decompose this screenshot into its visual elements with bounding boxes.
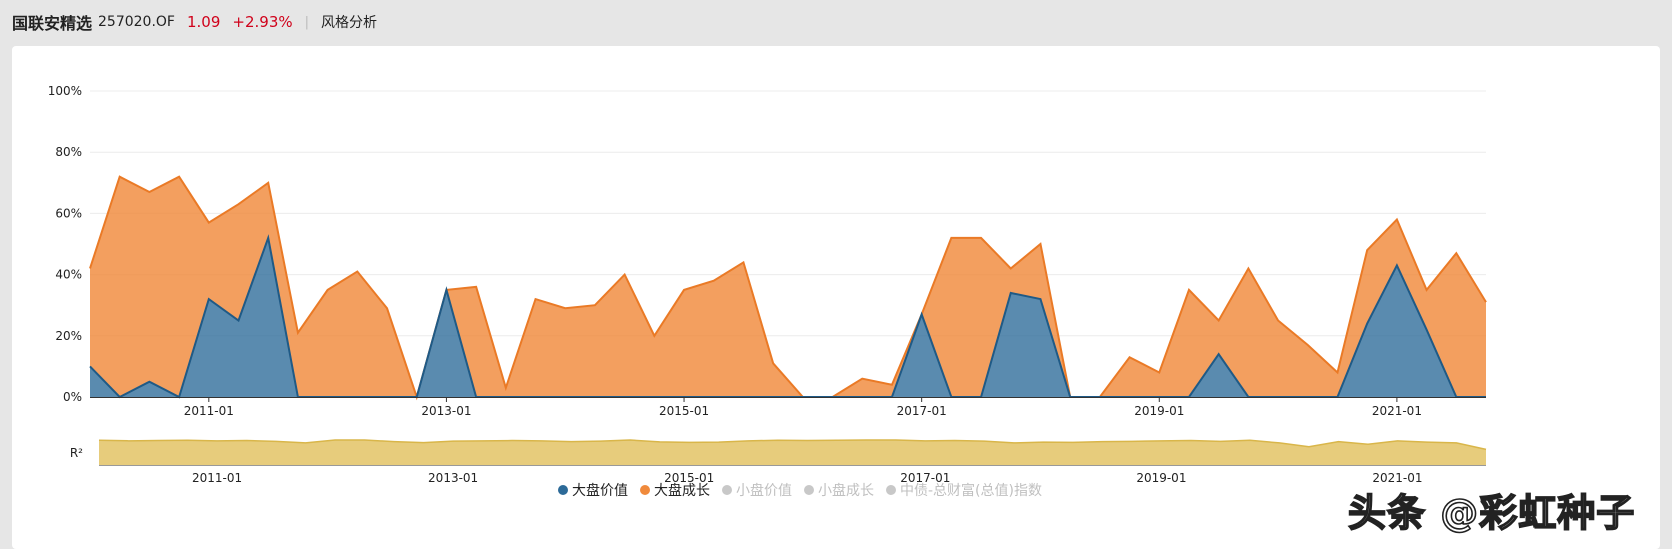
series-large-growth-area [90, 176, 1486, 397]
legend-marker [886, 485, 896, 495]
x-tick-label: 2011-01 [184, 404, 234, 418]
r2-x-tick-label: 2013-01 [428, 471, 478, 485]
r2-line [98, 439, 1487, 451]
legend-label: 大盘成长 [654, 482, 710, 499]
y-axis-labels: 0% 20% 40% 60% 80% 100% [48, 84, 82, 404]
x-tick-label: 2021-01 [1372, 404, 1422, 418]
legend-item[interactable]: 小盘价值 [722, 482, 792, 499]
x-tick-label: 2013-01 [421, 404, 471, 418]
r2-strip: R² 2011-01 2013-01 2015-01 2017-01 2019-01 202… [70, 439, 1487, 485]
y-tick-label: 40% [55, 268, 82, 282]
watermark: 头条 @彩虹种子 [1347, 490, 1636, 536]
fund-name: 国联安精选 [12, 14, 93, 33]
r2-area [99, 440, 1486, 465]
fund-header: 国联安精选 257020.OF 1.09 +2.93% | 风格分析 [0, 0, 1672, 44]
legend-item[interactable]: 大盘成长 [640, 482, 710, 499]
legend-marker [804, 485, 814, 495]
chart-legend: 大盘价值 大盘成长 小盘价值 小盘成长 中债-总财富(总值)指数 [558, 482, 1042, 499]
x-tick-label: 2017-01 [897, 404, 947, 418]
r2-x-tick-label: 2017-01 [900, 471, 950, 485]
y-gridlines [90, 90, 1486, 337]
r2-label: R² [70, 446, 83, 460]
legend-label: 小盘价值 [736, 482, 792, 499]
legend-marker [722, 485, 732, 495]
y-tick-label: 20% [55, 329, 82, 343]
legend-marker [558, 485, 568, 495]
legend-item[interactable]: 中债-总财富(总值)指数 [886, 482, 1042, 499]
series-large-growth-line [89, 175, 1487, 401]
fund-change: +2.93% [232, 13, 293, 31]
legend-label: 小盘成长 [818, 482, 874, 499]
header-separator: | [304, 14, 310, 30]
chart-panel: 0% 20% 40% 60% 80% 100% 2011-01 2013-01 2015-01… [12, 46, 1660, 549]
x-tick-label: 2015-01 [659, 404, 709, 418]
legend-label: 大盘价值 [572, 482, 628, 499]
x-axis-labels: 2011-01 2013-01 2015-01 2017-01 2019-01 2021-… [184, 397, 1422, 418]
r2-x-tick-label: 2021-01 [1372, 471, 1422, 485]
tab-style-analysis[interactable]: 风格分析 [321, 15, 378, 31]
r2-x-tick-label: 2011-01 [192, 471, 242, 485]
legend-label: 中债-总财富(总值)指数 [900, 482, 1042, 499]
r2-x-tick-label: 2019-01 [1136, 471, 1186, 485]
legend-item[interactable]: 小盘成长 [804, 482, 874, 499]
fund-code: 257020.OF [98, 14, 175, 30]
x-tick-label: 2019-01 [1134, 404, 1184, 418]
style-chart: 0% 20% 40% 60% 80% 100% 2011-01 2013-01 2015-01… [48, 84, 1487, 499]
y-tick-label: 80% [55, 145, 82, 159]
r2-x-tick-label: 2015-01 [664, 471, 714, 485]
y-tick-label: 0% [63, 390, 82, 404]
y-tick-label: 100% [48, 84, 82, 98]
legend-marker [640, 485, 650, 495]
stacked-areas [89, 175, 1487, 401]
fund-nav: 1.09 [186, 13, 221, 31]
series-large-value-area [90, 237, 1486, 397]
y-tick-label: 60% [55, 206, 82, 220]
legend-item[interactable]: 大盘价值 [558, 482, 628, 499]
